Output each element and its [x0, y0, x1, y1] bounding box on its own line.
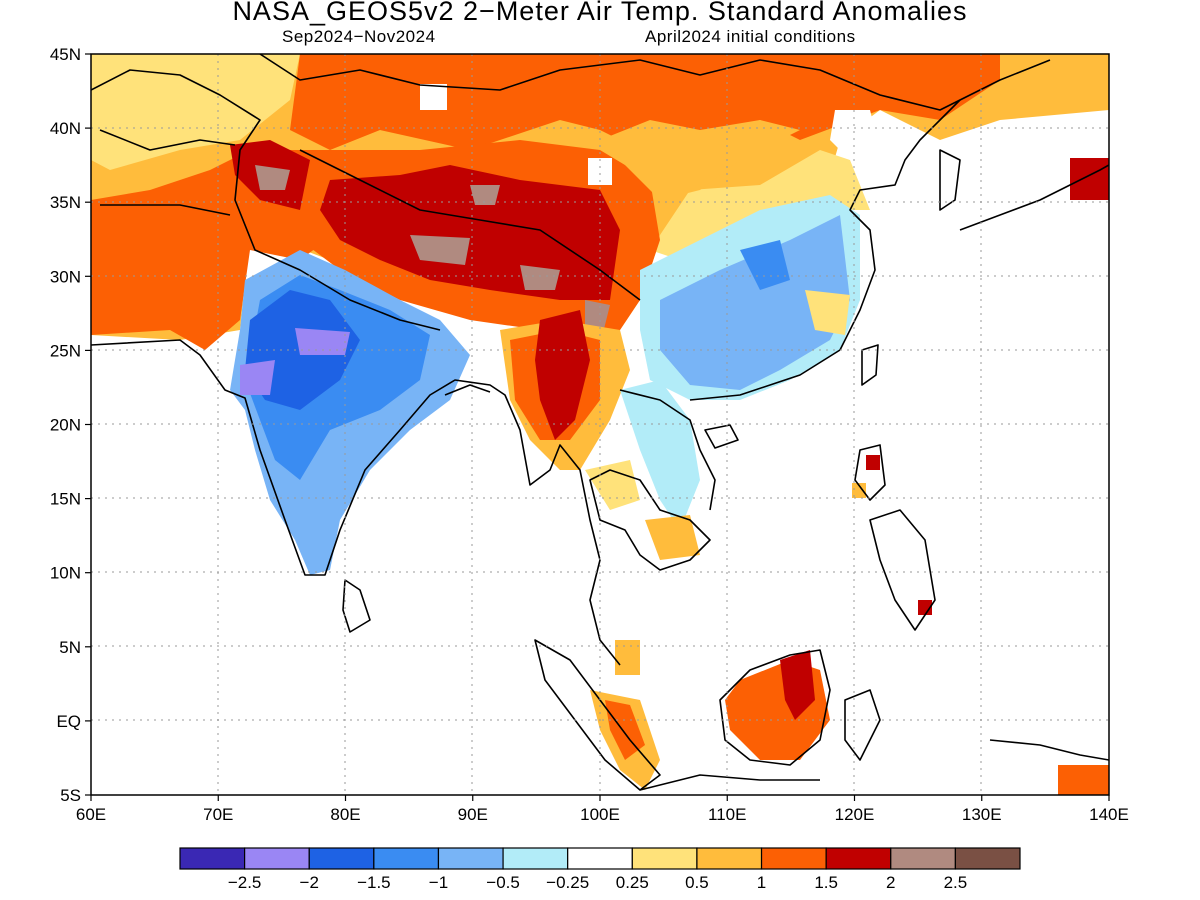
lon-tick-label: 110E [708, 805, 746, 824]
colorbar-label: −2 [300, 873, 319, 892]
colorbar-label: 2 [886, 873, 895, 892]
colorbar-swatch [437, 847, 504, 870]
lon-tick-label: 140E [1089, 805, 1129, 824]
coastlines [91, 54, 1109, 791]
lat-tick-label: 25N [50, 341, 81, 360]
lon-tick-label: 70E [203, 805, 233, 824]
colorbar-swatch [825, 847, 892, 870]
lat-tick-label: 10N [50, 564, 81, 583]
lon-tick-label: 130E [962, 805, 1002, 824]
colorbar-swatch [890, 847, 956, 870]
colorbar-label: 0.5 [685, 873, 709, 892]
colorbar-label: 2.5 [944, 873, 968, 892]
colorbar-label: −0.5 [486, 873, 520, 892]
colorbar: −2.5 −2 −1.5 −1 −0.5 −0.25 0.25 0.5 1 1.5 2 2.5 [179, 847, 1021, 892]
initial-conditions: April2024 initial conditions [645, 27, 856, 46]
colorbar-label: −2.5 [228, 873, 262, 892]
colorbar-swatch [567, 847, 633, 870]
lat-tick-label: 20N [50, 416, 81, 435]
colorbar-swatch [760, 847, 827, 870]
lon-tick-label: 100E [580, 805, 620, 824]
lat-tick-label: 5N [59, 638, 81, 657]
colorbar-label: −1.5 [357, 873, 391, 892]
lon-tick-label: 80E [330, 805, 360, 824]
lat-tick-label: 35N [50, 193, 81, 212]
lon-tick-label: 60E [76, 805, 106, 824]
graticule [91, 54, 1109, 795]
lon-tick-label: 90E [458, 805, 488, 824]
latitude-axis: 45N 40N 35N 30N 25N 20N 15N 10N 5N EQ 5S [50, 45, 91, 805]
colorbar-swatch [502, 847, 569, 870]
colorbar-swatch [244, 847, 310, 870]
colorbar-label: −1 [429, 873, 448, 892]
colorbar-swatch [696, 847, 763, 870]
colorbar-label: −0.25 [546, 873, 589, 892]
colorbar-swatch [373, 847, 440, 870]
lon-tick-label: 120E [835, 805, 875, 824]
colorbar-swatch [954, 847, 1021, 870]
colorbar-swatch [631, 847, 698, 870]
chart-title: NASA_GEOS5v2 2−Meter Air Temp. Standard … [232, 0, 968, 26]
lat-tick-label: 45N [50, 45, 81, 64]
map-plot-area [91, 54, 1109, 795]
lat-tick-label: 30N [50, 267, 81, 286]
colorbar-swatch [308, 847, 375, 870]
colorbar-label: 0.25 [616, 873, 649, 892]
colorbar-label: 1.5 [814, 873, 838, 892]
lat-tick-label: EQ [56, 712, 81, 731]
lat-tick-label: 5S [60, 786, 81, 805]
colorbar-swatch [179, 847, 246, 870]
forecast-period: Sep2024−Nov2024 [282, 27, 436, 46]
longitude-axis: 60E 70E 80E 90E 100E 110E 120E 130E 140E [76, 795, 1129, 824]
colorbar-label: 1 [757, 873, 766, 892]
lat-tick-label: 15N [50, 490, 81, 509]
lat-tick-label: 40N [50, 119, 81, 138]
